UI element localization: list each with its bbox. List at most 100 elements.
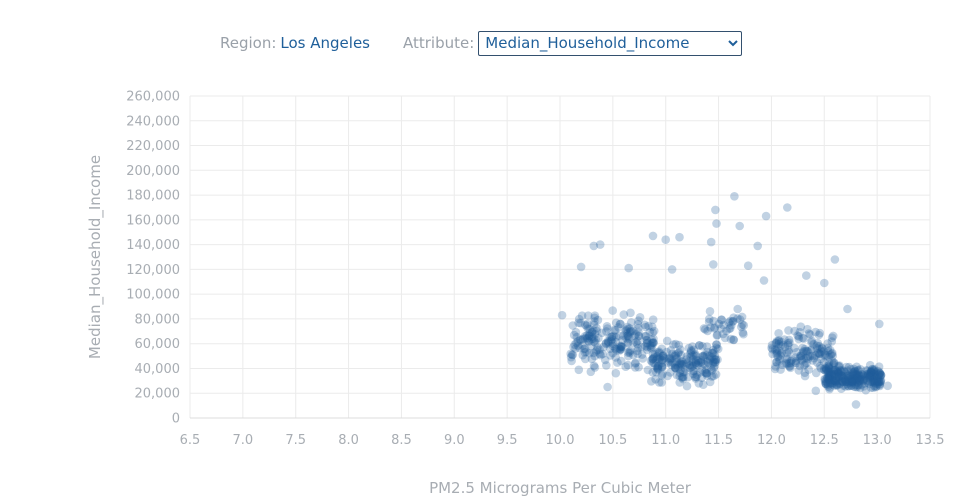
x-tick-label: 11.0 <box>651 433 680 448</box>
data-point <box>841 382 850 391</box>
data-point <box>710 358 720 367</box>
data-point <box>768 345 777 354</box>
data-point <box>712 343 721 353</box>
data-point <box>692 372 701 382</box>
data-point <box>852 370 861 380</box>
data-point <box>576 262 586 272</box>
y-tick-label: 60,000 <box>135 337 181 352</box>
data-point <box>870 369 880 379</box>
data-point <box>696 355 706 365</box>
data-point <box>844 381 854 391</box>
data-point <box>596 350 605 360</box>
data-point <box>827 356 837 366</box>
data-point <box>838 373 848 383</box>
data-point <box>616 319 625 329</box>
data-point <box>659 353 669 363</box>
data-point <box>694 358 703 368</box>
data-point <box>875 368 884 378</box>
data-point <box>663 371 672 381</box>
data-point <box>815 361 825 371</box>
data-point <box>866 368 876 377</box>
data-point <box>711 357 720 367</box>
data-point <box>865 379 874 389</box>
data-point <box>582 331 592 340</box>
data-point <box>578 334 588 344</box>
data-point <box>629 326 638 336</box>
data-point <box>712 340 721 349</box>
data-point <box>602 361 611 370</box>
data-point <box>869 378 879 387</box>
data-point <box>825 383 834 392</box>
data-point <box>573 336 583 346</box>
data-point <box>843 374 853 384</box>
data-point <box>774 336 783 345</box>
data-point <box>710 362 719 371</box>
data-point <box>829 376 838 385</box>
data-point <box>828 378 838 387</box>
region-value: Los Angeles <box>280 34 370 52</box>
data-point <box>610 325 619 335</box>
data-point <box>668 358 677 367</box>
data-point <box>709 371 718 381</box>
data-point <box>859 376 868 386</box>
data-point <box>677 359 686 369</box>
data-point <box>574 314 584 324</box>
data-point <box>686 349 695 358</box>
data-point <box>708 359 718 368</box>
data-point <box>874 376 883 386</box>
data-point <box>804 329 814 338</box>
data-point <box>672 370 682 380</box>
data-point <box>771 339 781 348</box>
data-point <box>622 331 632 341</box>
data-point <box>662 336 672 346</box>
data-point <box>690 372 700 382</box>
data-point <box>647 377 656 386</box>
data-point <box>624 263 633 273</box>
data-point <box>733 304 742 314</box>
gridlines <box>189 95 931 419</box>
data-point <box>827 372 837 381</box>
data-point <box>825 368 835 377</box>
y-tick-label: 220,000 <box>126 139 180 154</box>
data-point <box>831 377 841 387</box>
data-point <box>860 374 869 383</box>
data-point <box>580 333 590 343</box>
data-point <box>772 344 781 354</box>
data-point <box>783 340 793 350</box>
attribute-select[interactable]: Median_Household_Income <box>478 30 743 56</box>
data-point <box>615 346 624 355</box>
data-point <box>711 355 721 365</box>
data-point <box>863 369 873 379</box>
data-point <box>710 351 720 361</box>
data-point <box>709 363 719 373</box>
data-point <box>811 327 820 337</box>
data-point <box>834 372 844 381</box>
data-point <box>772 349 781 359</box>
data-point <box>708 348 718 358</box>
data-point <box>771 362 780 371</box>
data-point <box>616 345 625 354</box>
data-point <box>609 331 618 341</box>
data-point <box>776 351 785 360</box>
data-point <box>625 324 634 333</box>
data-point <box>616 342 626 352</box>
data-point <box>641 331 650 341</box>
data-point <box>784 346 793 355</box>
data-point <box>654 378 664 387</box>
data-point <box>587 334 597 344</box>
data-point <box>624 334 634 344</box>
data-point <box>702 365 711 375</box>
data-point <box>568 350 578 360</box>
data-point <box>823 361 833 371</box>
data-point <box>871 368 880 377</box>
data-point <box>634 331 643 341</box>
data-point <box>821 379 831 389</box>
data-point <box>875 380 884 390</box>
data-point <box>843 371 853 381</box>
y-tick-label: 140,000 <box>126 238 180 253</box>
data-point <box>786 356 796 366</box>
data-point <box>623 348 633 357</box>
data-point <box>873 366 883 376</box>
data-point <box>768 349 777 359</box>
data-point <box>812 358 822 367</box>
